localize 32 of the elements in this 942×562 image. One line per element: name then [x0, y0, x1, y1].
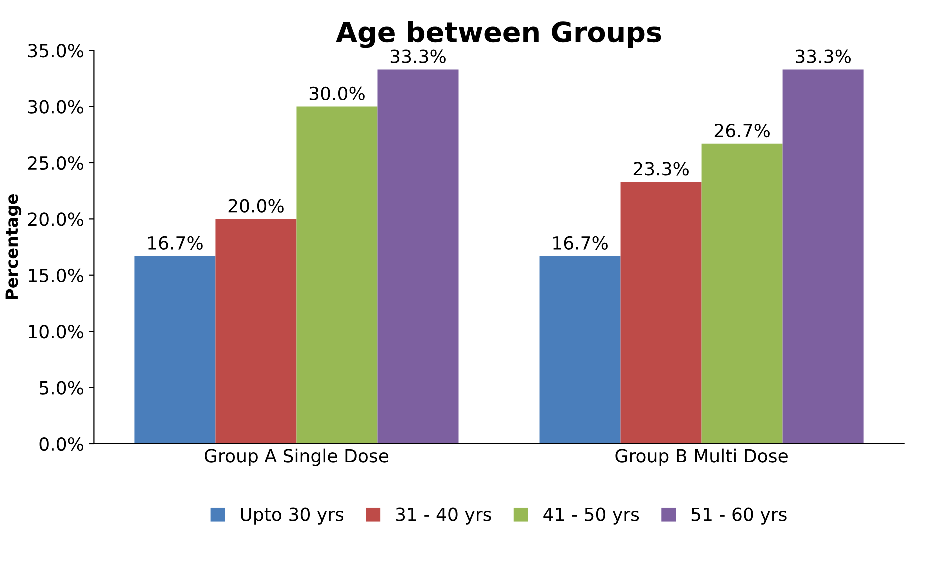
y-tick-label: 35.0% — [28, 44, 84, 58]
y-tick-label: 20.0% — [28, 212, 84, 226]
y-tick-label: 25.0% — [28, 156, 84, 170]
y-tick-label: 15.0% — [29, 268, 84, 282]
data-label: 20.0% — [228, 199, 284, 213]
y-tick-label: 0.0% — [40, 437, 84, 452]
data-label: 16.7% — [148, 236, 203, 250]
data-label: 16.7% — [554, 236, 608, 250]
bar — [620, 182, 702, 444]
data-label: 26.7% — [714, 124, 770, 138]
data-label: 30.0% — [310, 86, 365, 101]
y-tick-label: 30.0% — [28, 100, 84, 114]
bar — [134, 256, 216, 444]
data-label: 33.3% — [796, 50, 851, 64]
legend-label: 31 - 40 yrs — [396, 508, 492, 525]
x-tick-label: Group B Multi Dose — [616, 448, 788, 466]
bar — [702, 144, 783, 444]
bar — [216, 219, 297, 444]
bar — [540, 256, 621, 444]
legend-label: 41 - 50 yrs — [544, 508, 640, 525]
chart-title: Age between Groups — [336, 21, 662, 48]
bar — [296, 106, 378, 444]
y-axis-title: Percentage — [6, 194, 22, 300]
bar — [782, 70, 864, 444]
legend-label: 51 - 60 yrs — [692, 508, 787, 525]
data-label: 33.3% — [390, 50, 446, 64]
x-tick-label: Group A Single Dose — [204, 448, 389, 466]
data-label: 23.3% — [634, 162, 689, 176]
y-tick-label: 10.0% — [29, 325, 84, 339]
y-tick-label: 5.0% — [40, 381, 84, 395]
legend-label: Upto 30 yrs — [241, 508, 344, 525]
bar — [378, 70, 459, 444]
